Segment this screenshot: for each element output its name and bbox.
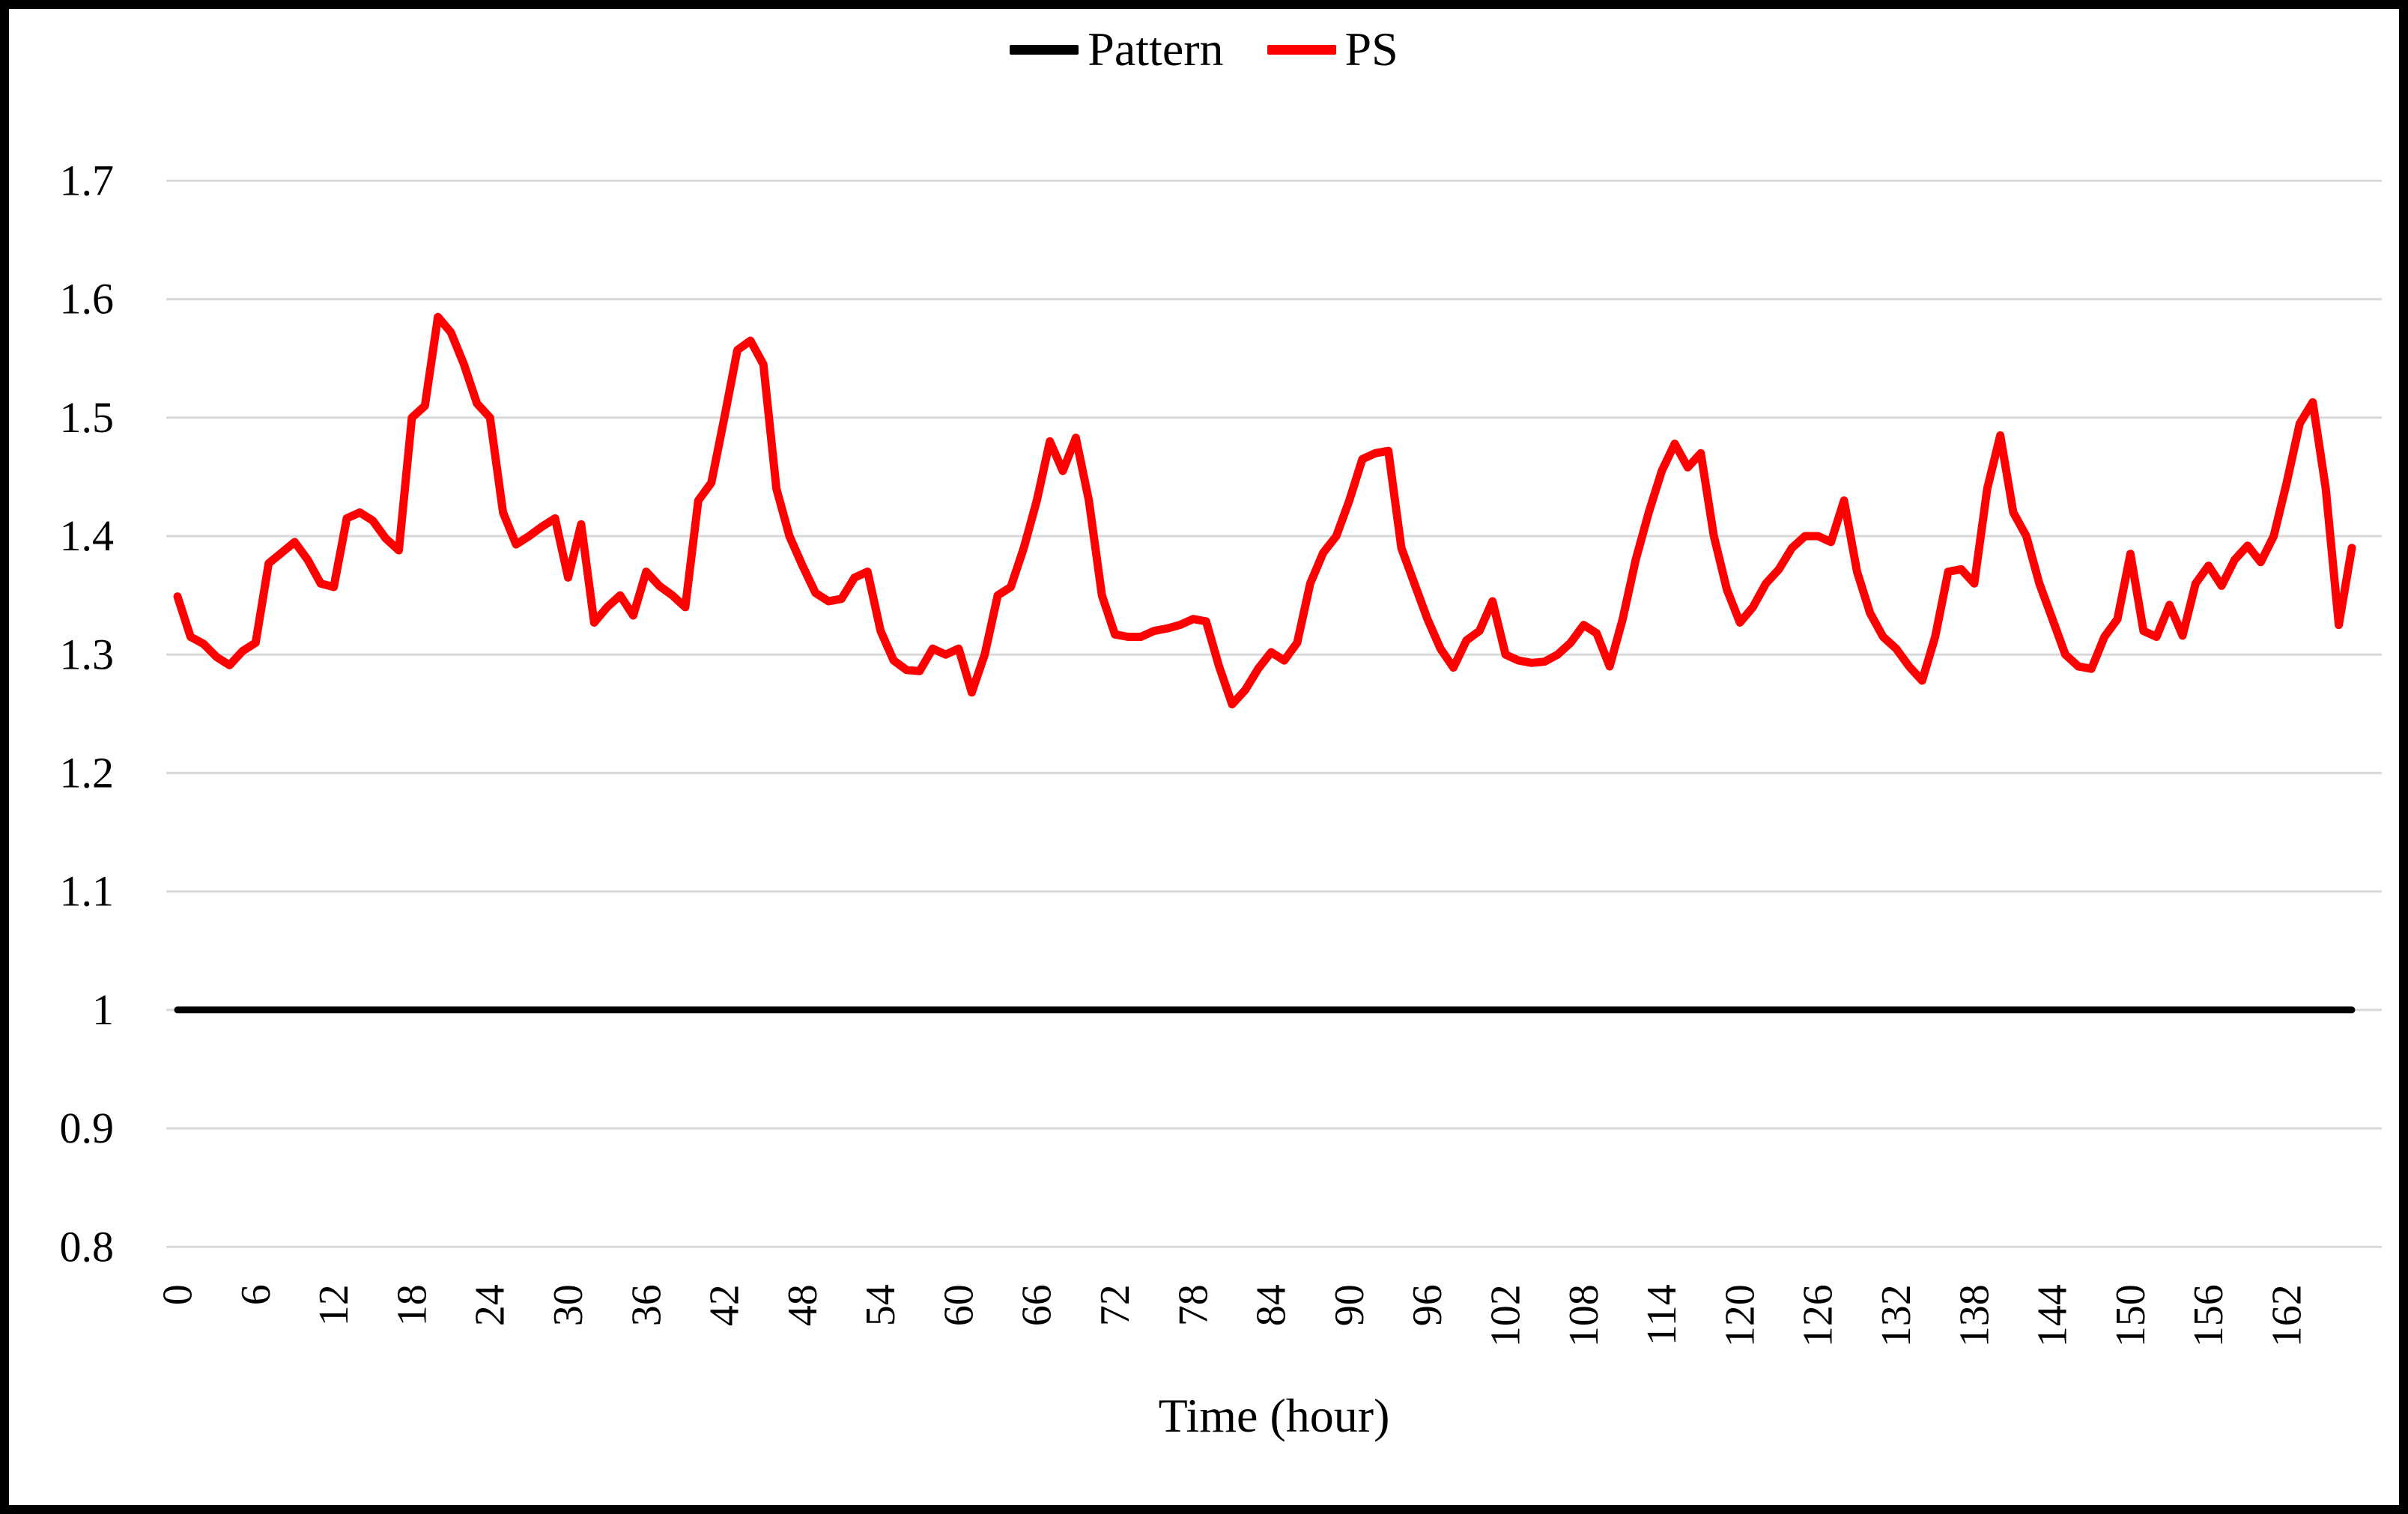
ps-line-swatch-icon [1267, 44, 1336, 55]
x-tick-label: 96 [1404, 1284, 1451, 1326]
y-tick-label: 1.4 [60, 511, 115, 560]
x-tick-label: 72 [1092, 1284, 1138, 1326]
x-axis-title: Time (hour) [1159, 1389, 1390, 1442]
legend: Pattern PS [9, 25, 2399, 73]
legend-label-pattern: Pattern [1088, 22, 1224, 76]
x-tick-label: 162 [2264, 1284, 2311, 1347]
ps-series-line [173, 312, 2356, 709]
x-tick-label: 84 [1249, 1284, 1295, 1326]
x-tick-label: 132 [1873, 1284, 1920, 1347]
x-tick-label: 102 [1483, 1284, 1529, 1347]
plot-area: 1.7 1.6 1.5 1.4 1.3 1.2 1.1 1 0.9 0.8 0 6 12 18 24 30 36… [60, 156, 2382, 1442]
x-tick-label: 90 [1326, 1284, 1373, 1326]
pattern-line-swatch-icon [1010, 44, 1079, 55]
y-tick-label: 0.9 [60, 1104, 115, 1152]
y-tick-label: 1.1 [60, 867, 115, 916]
legend-label-ps: PS [1344, 22, 1398, 76]
y-tick-label: 1.2 [60, 749, 115, 797]
x-tick-label: 60 [935, 1284, 982, 1326]
x-tick-label: 78 [1170, 1284, 1216, 1326]
legend-item-ps: PS [1267, 25, 1398, 73]
x-tick-label: 66 [1014, 1284, 1061, 1326]
x-tick-label: 12 [311, 1284, 357, 1326]
x-tick-label: 0 [154, 1284, 201, 1305]
x-tick-label: 156 [2186, 1284, 2232, 1347]
x-tick-label: 36 [623, 1284, 670, 1326]
x-tick-label: 120 [1717, 1284, 1763, 1347]
x-tick-label: 114 [1639, 1284, 1685, 1346]
x-tick-label: 54 [858, 1284, 904, 1326]
y-tick-label: 1.6 [60, 275, 115, 323]
x-tick-label: 150 [2108, 1284, 2154, 1347]
x-tick-label: 30 [545, 1284, 592, 1326]
legend-item-pattern: Pattern [1010, 22, 1224, 76]
x-tick-label: 126 [1795, 1284, 1842, 1347]
x-tick-label: 48 [780, 1284, 826, 1326]
y-tick-label: 0.8 [60, 1222, 115, 1271]
y-tick-label: 1.3 [60, 630, 115, 678]
x-tick-label: 138 [1951, 1284, 1998, 1347]
y-tick-label: 1.5 [60, 393, 115, 442]
x-tick-label: 42 [702, 1284, 748, 1326]
x-tick-label: 24 [467, 1284, 514, 1326]
x-tick-label: 144 [2030, 1284, 2076, 1347]
y-tick-label: 1.7 [60, 156, 115, 205]
x-tick-label: 18 [389, 1284, 435, 1326]
x-tick-label: 6 [233, 1284, 279, 1305]
x-tick-label: 108 [1561, 1284, 1607, 1347]
y-tick-label: 1 [92, 985, 114, 1034]
